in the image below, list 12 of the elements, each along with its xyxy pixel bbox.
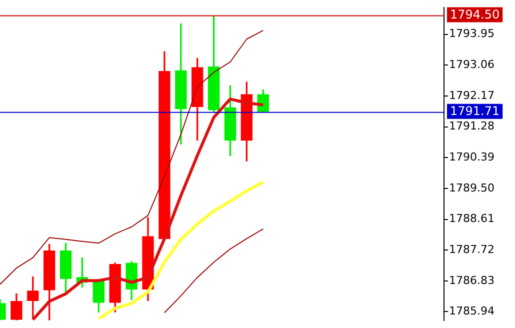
y-tick-label: 1789.50 xyxy=(449,181,494,194)
y-tick-label: 1791.28 xyxy=(449,120,494,133)
y-tick-label: 1788.61 xyxy=(449,212,494,226)
y-tick-label: 1790.39 xyxy=(449,150,494,164)
y-tick-label: 1786.83 xyxy=(449,274,494,287)
ref-line-label: 1794.50 xyxy=(450,7,500,22)
y-tick-label: 1793.95 xyxy=(449,27,494,40)
y-tick-label: 1785.94 xyxy=(449,304,494,318)
y-tick-label: 1792.17 xyxy=(449,88,494,102)
ref-line-label: 1791.71 xyxy=(450,104,500,118)
y-tick-label: 1787.72 xyxy=(449,242,494,256)
y-tick-label: 1793.06 xyxy=(449,58,494,71)
